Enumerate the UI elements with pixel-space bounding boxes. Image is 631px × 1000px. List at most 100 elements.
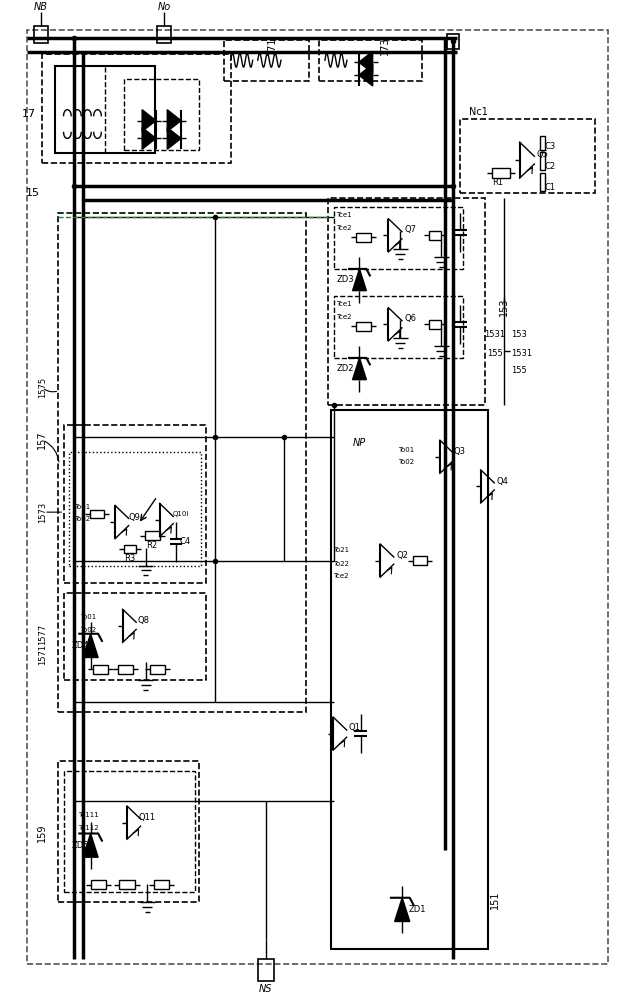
Polygon shape: [359, 51, 373, 73]
Text: NS: NS: [259, 984, 273, 994]
Text: 159: 159: [37, 823, 47, 842]
Bar: [42, 54, 231, 163]
Bar: [64, 593, 206, 680]
Text: Q1: Q1: [348, 723, 360, 732]
Bar: [124, 79, 199, 150]
Text: 15: 15: [26, 188, 40, 198]
Text: To22: To22: [333, 561, 349, 567]
Text: NP: NP: [353, 438, 366, 448]
Bar: [124, 545, 136, 553]
Text: To02: To02: [80, 627, 96, 633]
Bar: [447, 34, 459, 49]
Bar: [69, 452, 201, 566]
Text: ZD5: ZD5: [71, 841, 89, 850]
Polygon shape: [353, 358, 367, 380]
Polygon shape: [359, 64, 373, 86]
Bar: [119, 880, 134, 889]
Text: 151: 151: [490, 890, 500, 909]
Bar: [328, 198, 485, 405]
Bar: [540, 152, 545, 170]
Bar: [331, 410, 488, 949]
Text: Q4: Q4: [497, 477, 509, 486]
Text: C4: C4: [179, 537, 191, 546]
Polygon shape: [142, 128, 156, 149]
Bar: [540, 173, 545, 191]
Text: Q3: Q3: [454, 447, 466, 456]
Bar: [334, 296, 463, 358]
Text: Q7: Q7: [405, 225, 417, 234]
Text: Q11: Q11: [139, 813, 156, 822]
Polygon shape: [167, 110, 181, 131]
Text: 1531: 1531: [484, 330, 505, 339]
Bar: [356, 322, 371, 331]
Bar: [150, 665, 165, 674]
Text: ZD1: ZD1: [408, 905, 426, 914]
Text: To01: To01: [80, 614, 96, 620]
Polygon shape: [83, 634, 98, 657]
Text: ZD2: ZD2: [337, 364, 355, 373]
Text: Tce2: Tce2: [336, 225, 351, 231]
Text: To111: To111: [78, 812, 98, 818]
Text: 155: 155: [512, 366, 528, 375]
Text: 153: 153: [512, 330, 528, 339]
Bar: [540, 136, 545, 150]
Bar: [64, 425, 206, 583]
Bar: [428, 231, 441, 240]
Text: R3: R3: [124, 554, 136, 563]
Text: R1: R1: [492, 178, 504, 187]
Text: 1575: 1575: [38, 377, 47, 398]
Bar: [413, 556, 427, 565]
Bar: [90, 510, 103, 518]
Bar: [154, 880, 169, 889]
Bar: [34, 26, 48, 43]
Text: Q8: Q8: [138, 616, 150, 625]
Bar: [55, 66, 155, 153]
Bar: [118, 665, 133, 674]
Text: Q9: Q9: [129, 513, 141, 522]
Text: 17: 17: [22, 109, 36, 119]
Text: 1571: 1571: [38, 644, 47, 665]
Text: To01: To01: [398, 447, 415, 453]
Bar: [225, 40, 309, 81]
Bar: [58, 213, 306, 712]
Text: Tce2: Tce2: [333, 573, 348, 579]
Bar: [257, 959, 274, 981]
Bar: [492, 168, 510, 178]
Bar: [93, 665, 108, 674]
Polygon shape: [394, 898, 410, 921]
Text: 1573: 1573: [38, 502, 47, 523]
Bar: [157, 26, 171, 43]
Text: Tce1: Tce1: [336, 212, 351, 218]
Bar: [64, 771, 195, 892]
Text: To21: To21: [333, 547, 349, 553]
Text: 157: 157: [37, 431, 47, 449]
Text: NB: NB: [34, 2, 48, 12]
Text: To112: To112: [78, 825, 98, 831]
Text: 173: 173: [380, 36, 389, 55]
Text: Q6: Q6: [405, 314, 417, 323]
Bar: [356, 233, 371, 242]
Text: Tce2: Tce2: [336, 314, 351, 320]
Bar: [334, 207, 463, 269]
Bar: [144, 531, 160, 540]
Bar: [91, 880, 106, 889]
Text: C1: C1: [545, 183, 556, 192]
Bar: [428, 320, 441, 329]
Bar: [319, 40, 422, 81]
Text: 171: 171: [266, 36, 276, 55]
Text: C2: C2: [545, 162, 556, 171]
Polygon shape: [167, 128, 181, 149]
Text: ZD4: ZD4: [71, 641, 89, 650]
Text: Q2: Q2: [396, 551, 408, 560]
Polygon shape: [142, 110, 156, 131]
Text: 1531: 1531: [512, 349, 533, 358]
Text: Tce1: Tce1: [336, 301, 351, 307]
Text: 1577: 1577: [38, 624, 47, 645]
Bar: [58, 761, 199, 902]
Text: ZD3: ZD3: [337, 275, 355, 284]
Text: 155: 155: [487, 349, 502, 358]
Bar: [460, 119, 595, 193]
Text: Q10i: Q10i: [172, 511, 189, 517]
Text: C3: C3: [545, 142, 556, 151]
Text: R2: R2: [146, 541, 158, 550]
